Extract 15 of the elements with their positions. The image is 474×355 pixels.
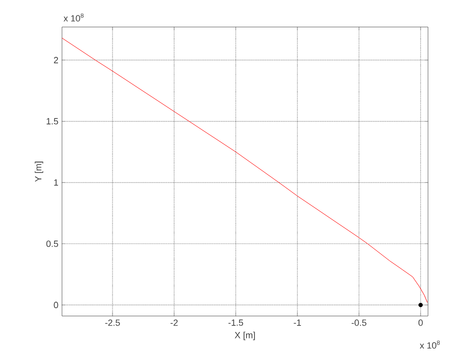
y-tick-label: 2 bbox=[54, 56, 58, 64]
text: x 10$^{8}$ bbox=[420, 340, 440, 349]
x-tick-label: -0.5 bbox=[352, 320, 366, 326]
x-axis-title: X [m] bbox=[234, 332, 255, 340]
y-tick-label: 0.5 bbox=[46, 240, 58, 247]
y-tick-label: 0 bbox=[54, 302, 58, 308]
x-tick-label: -1.5 bbox=[228, 320, 244, 326]
x-tick-label: 0 bbox=[418, 320, 423, 326]
y-tick-label: 1 bbox=[54, 179, 58, 186]
y-axis-title: Y [m] bbox=[34, 162, 44, 182]
y-tick-label: 1.5 bbox=[46, 118, 58, 124]
x-tick-label: -1 bbox=[294, 320, 301, 326]
text: x 10$^{8}$ bbox=[64, 13, 84, 22]
x-tick-label: -2.5 bbox=[105, 320, 120, 326]
x-tick-label: -2 bbox=[170, 320, 178, 326]
